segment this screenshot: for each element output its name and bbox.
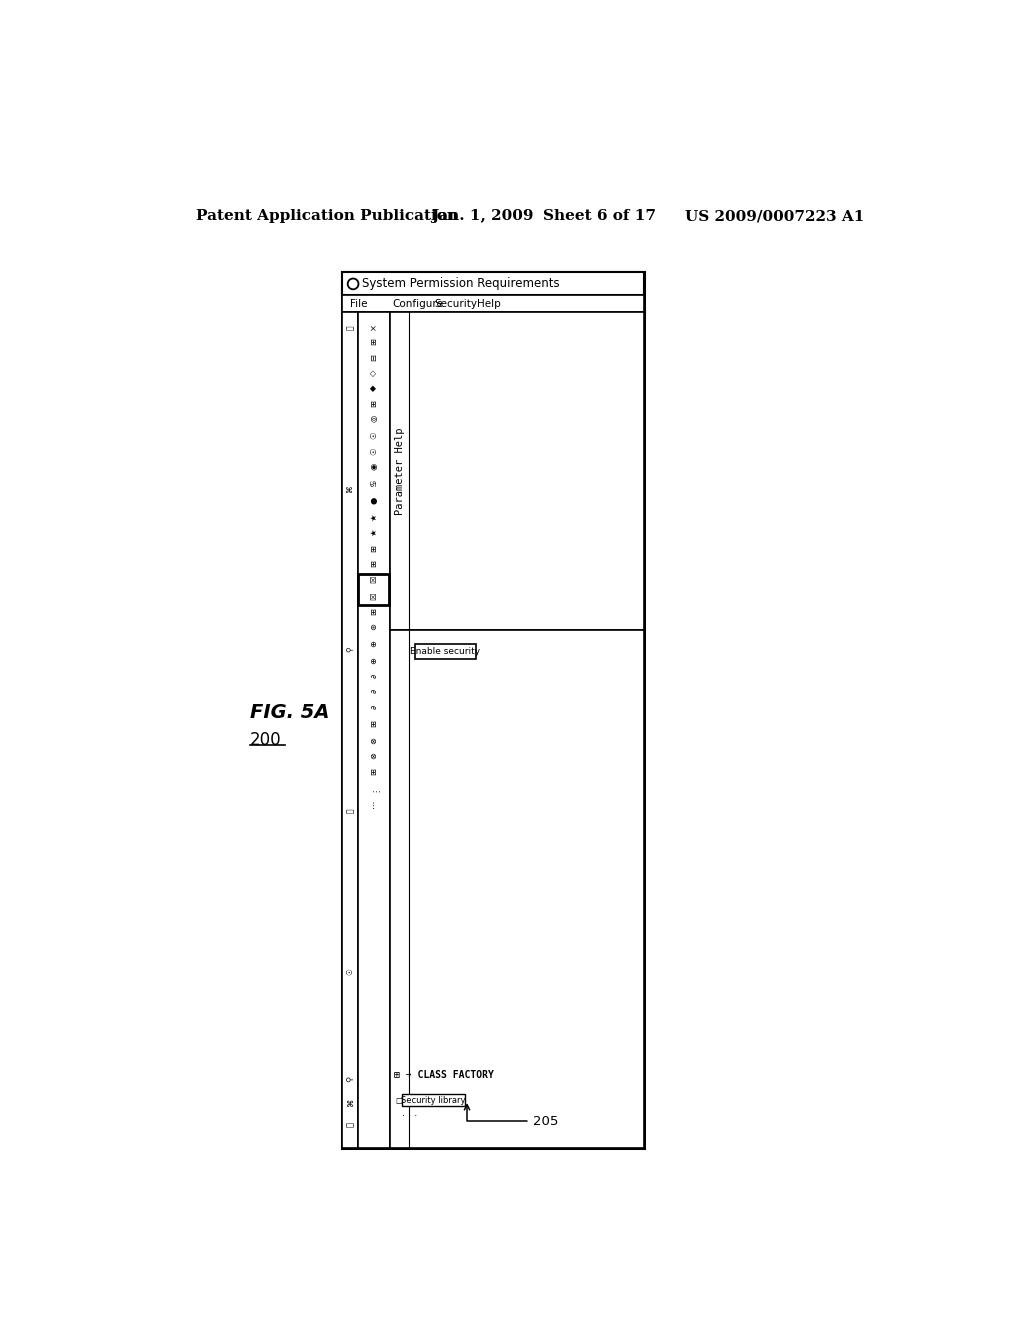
Text: ⊕: ⊕ — [370, 657, 379, 664]
Text: ⋮: ⋮ — [370, 784, 379, 792]
Text: ⊞: ⊞ — [370, 338, 379, 345]
Text: ⊞: ⊞ — [370, 721, 379, 727]
Text: Security library: Security library — [401, 1096, 466, 1105]
Bar — [416, 644, 475, 659]
Bar — [401, 1094, 465, 1106]
Text: ☉: ☉ — [370, 432, 379, 440]
Text: 200: 200 — [250, 731, 282, 748]
Text: Configure: Configure — [392, 298, 443, 309]
Text: ◉: ◉ — [370, 463, 379, 470]
Text: ⊞: ⊞ — [370, 560, 379, 566]
Text: ◆: ◆ — [370, 384, 379, 391]
Text: 205: 205 — [465, 1105, 558, 1127]
Text: ◎: ◎ — [370, 414, 379, 422]
Text: Patent Application Publication: Patent Application Publication — [196, 209, 458, 223]
Bar — [390, 313, 644, 630]
Bar — [358, 574, 389, 605]
Text: ⚲: ⚲ — [345, 647, 354, 652]
Text: ⊛: ⊛ — [370, 623, 379, 630]
Text: ♋: ♋ — [370, 479, 379, 487]
Text: ●: ● — [370, 496, 379, 504]
Text: ⊞: ⊞ — [370, 768, 379, 775]
Bar — [342, 296, 644, 313]
Text: ⊗: ⊗ — [370, 752, 379, 759]
Text: FIG. 5A: FIG. 5A — [250, 704, 330, 722]
Text: ⊕: ⊕ — [370, 640, 379, 647]
Text: ⚲: ⚲ — [345, 1076, 354, 1081]
Bar — [390, 630, 644, 1148]
Text: ⊞ ➔ CLASS FACTORY: ⊞ ➔ CLASS FACTORY — [394, 1069, 494, 1080]
Bar — [342, 272, 644, 296]
Text: · · ·: · · · — [401, 1110, 417, 1121]
Bar — [342, 313, 357, 1148]
Text: Security: Security — [435, 298, 478, 309]
Text: ⊞: ⊞ — [370, 607, 379, 615]
Text: □: □ — [395, 1096, 402, 1105]
Text: ⋯: ⋯ — [370, 800, 379, 808]
Text: ⊞: ⊞ — [370, 545, 379, 552]
Text: System Permission Requirements: System Permission Requirements — [362, 277, 560, 290]
Text: ⌕: ⌕ — [345, 1122, 354, 1127]
Text: ☉: ☉ — [370, 447, 379, 455]
Text: US 2009/0007223 A1: US 2009/0007223 A1 — [685, 209, 864, 223]
Text: ⌕: ⌕ — [345, 326, 354, 330]
Text: ◇: ◇ — [370, 370, 379, 376]
Bar — [357, 313, 390, 1148]
Text: ☉: ☉ — [345, 968, 354, 975]
Text: ∂: ∂ — [370, 689, 379, 693]
Text: ×: × — [370, 323, 379, 330]
Text: ☒: ☒ — [370, 576, 379, 582]
Text: Sheet 6 of 17: Sheet 6 of 17 — [543, 209, 655, 223]
Text: ∂: ∂ — [370, 705, 379, 709]
Text: Jan. 1, 2009: Jan. 1, 2009 — [431, 209, 534, 223]
Text: ⚿: ⚿ — [345, 808, 354, 813]
Text: ⊞: ⊞ — [370, 400, 379, 407]
Text: Parameter Help: Parameter Help — [394, 428, 404, 515]
Text: Help: Help — [477, 298, 501, 309]
Text: File: File — [350, 298, 368, 309]
Text: Enable security: Enable security — [411, 647, 480, 656]
Text: ⊗: ⊗ — [370, 737, 379, 744]
Text: ∂: ∂ — [370, 673, 379, 678]
Bar — [342, 272, 644, 1148]
Text: ★: ★ — [370, 513, 379, 521]
Text: ☒: ☒ — [370, 591, 379, 599]
Text: ⌘: ⌘ — [345, 1097, 354, 1106]
Text: ★: ★ — [370, 529, 379, 536]
Text: ⌘: ⌘ — [345, 484, 354, 492]
Text: ⊟: ⊟ — [370, 354, 379, 360]
